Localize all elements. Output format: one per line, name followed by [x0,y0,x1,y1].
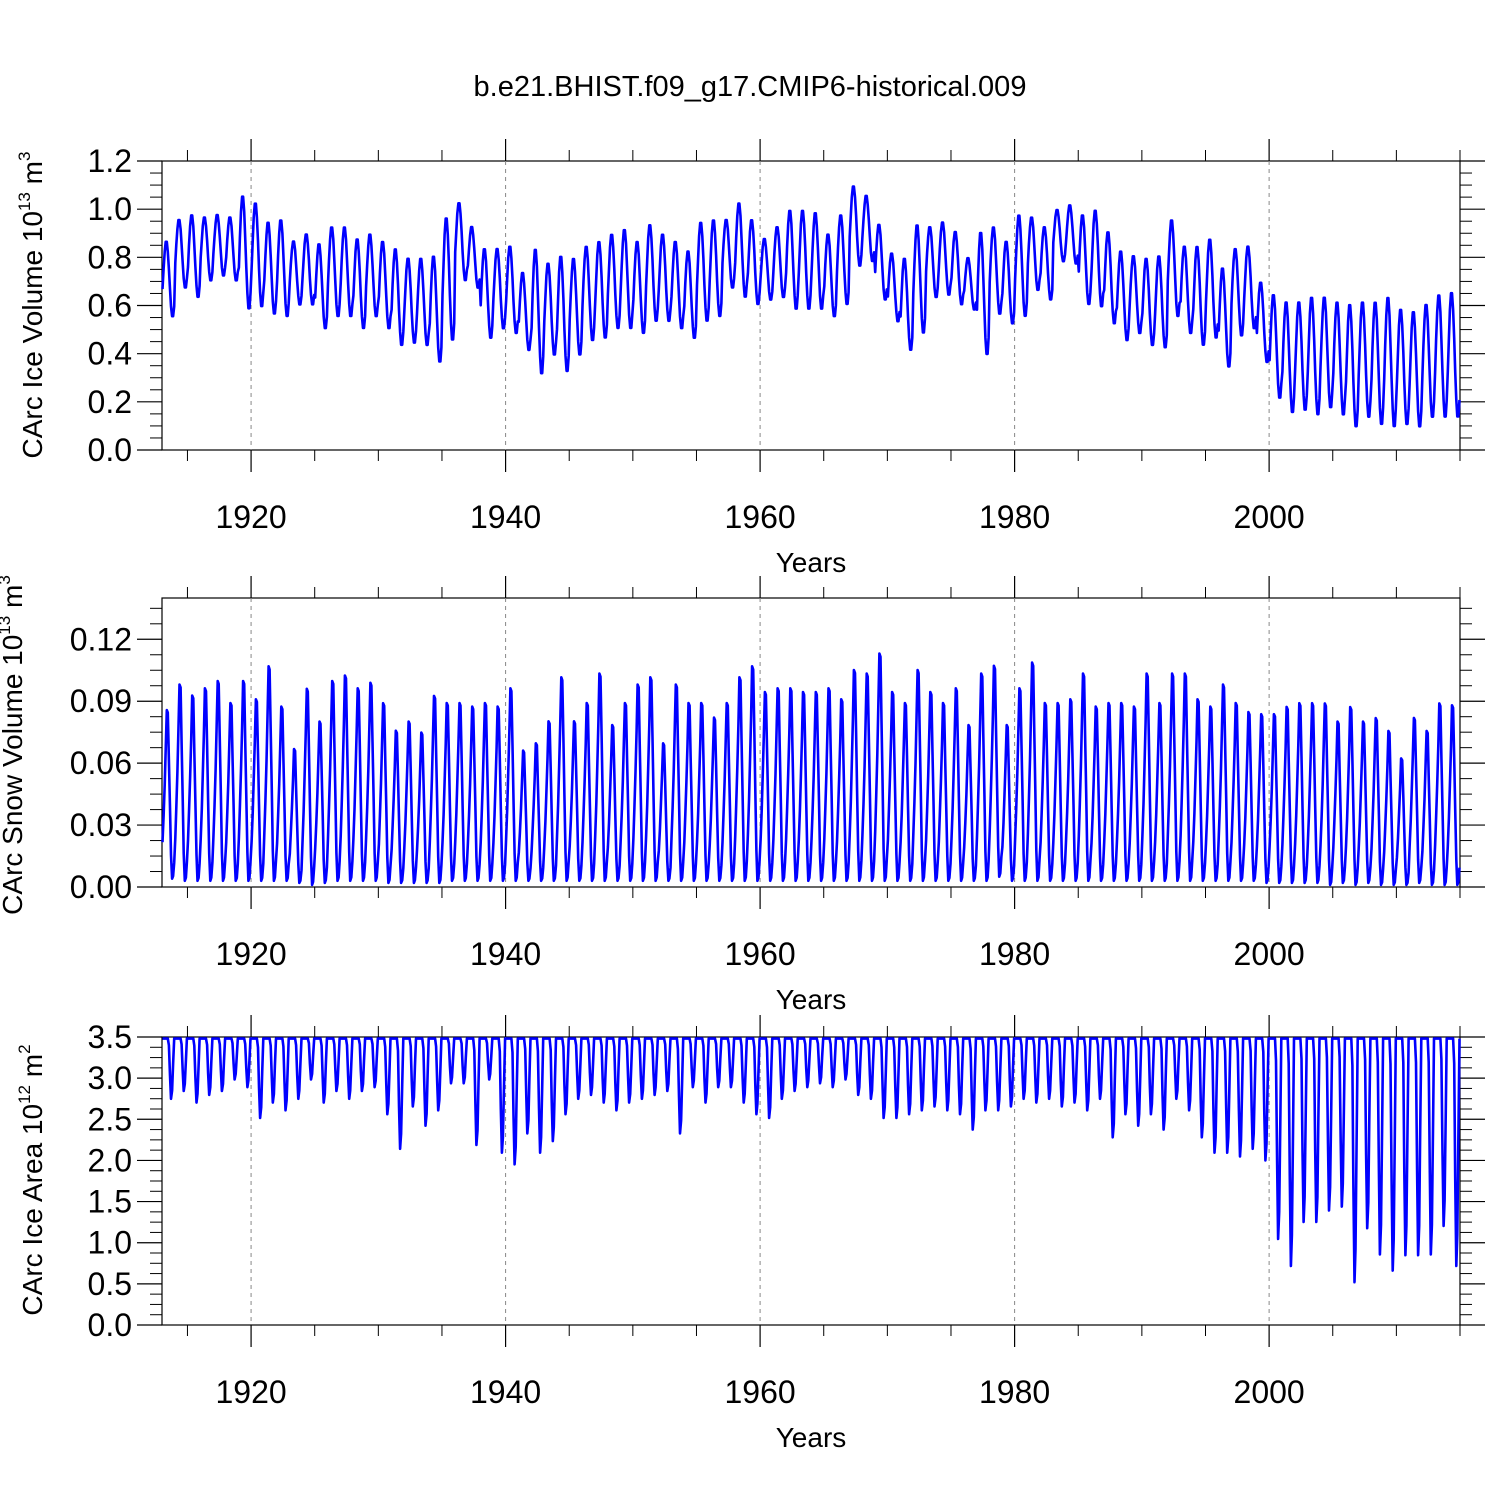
y-tick-label: 0.5 [88,1266,132,1302]
x-tick-labels: 1920 1940 1960 1980 2000 [215,499,1304,535]
x-tick-label: 1980 [979,1374,1050,1410]
y-tick-label: 0.0 [88,1307,132,1343]
x-tick-label: 1940 [470,1374,541,1410]
panel-ice-volume: 0.0 0.2 0.4 0.6 0.8 1.0 1.2 1920 1940 1960 1980 20… [15,139,1485,578]
y-tick-label: 0.09 [70,683,132,719]
x-tick-label: 1920 [215,936,286,972]
y-tick-label: 0.0 [88,432,132,468]
plot-frame [161,1036,1461,1326]
y-tick-label: 0.8 [88,239,132,275]
x-tick-label: 1960 [725,936,796,972]
y-tick-label: 1.5 [88,1184,132,1220]
figure-title: b.e21.BHIST.f09_g17.CMIP6-historical.009 [474,71,1027,103]
axis-ticks [137,576,1485,909]
y-axis-label: CArc Ice Volume 1013 m3 [15,152,48,459]
y-tick-labels: 0.0 0.5 1.0 1.5 2.0 2.5 3.0 3.5 [88,1019,132,1343]
x-tick-label: 1960 [725,1374,796,1410]
axis-ticks [137,1015,1485,1347]
x-axis-label: Years [776,1422,847,1453]
x-tick-label: 2000 [1234,936,1305,972]
y-tick-label: 0.03 [70,807,132,843]
series-line-ice-area [162,1037,1461,1284]
x-axis-label: Years [776,984,847,1015]
y-tick-label: 0.12 [70,621,132,657]
axis-ticks [137,139,1485,472]
x-tick-labels: 1920 1940 1960 1980 2000 [215,936,1304,972]
y-tick-label: 0.06 [70,745,132,781]
series-line-ice-volume [161,185,1461,428]
x-tick-label: 2000 [1234,499,1305,535]
x-tick-label: 1960 [725,499,796,535]
y-axis-label: CArc Ice Area 1012 m2 [15,1044,48,1315]
y-tick-label: 0.4 [88,336,132,372]
panel-ice-area: 0.0 0.5 1.0 1.5 2.0 2.5 3.0 3.5 1920 1940 1960 198… [15,1015,1485,1453]
x-tick-label: 1920 [215,1374,286,1410]
x-grid [250,161,1270,450]
y-tick-label: 2.0 [88,1142,132,1178]
y-tick-label: 3.5 [88,1019,132,1055]
y-tick-label: 3.0 [88,1060,132,1096]
y-tick-labels: 0.0 0.2 0.4 0.6 0.8 1.0 1.2 [88,143,132,468]
x-tick-label: 1940 [470,936,541,972]
x-tick-label: 1920 [215,499,286,535]
x-tick-label: 2000 [1234,1374,1305,1410]
y-tick-label: 1.0 [88,191,132,227]
x-grid [250,1037,1270,1325]
x-axis-label: Years [776,547,847,578]
x-tick-label: 1980 [979,499,1050,535]
y-axis-label: CArc Snow Volume 1013 m3 [0,575,28,915]
x-tick-label: 1980 [979,936,1050,972]
plot-frame [161,160,1461,451]
x-tick-label: 1940 [470,499,541,535]
series-line-snow-volume [161,652,1461,887]
y-tick-label: 1.0 [88,1225,132,1261]
x-tick-labels: 1920 1940 1960 1980 2000 [215,1374,1304,1410]
panel-snow-volume: 0.00 0.03 0.06 0.09 0.12 1920 1940 1960 1980 200… [0,575,1485,1015]
y-tick-label: 1.2 [88,143,132,179]
y-tick-labels: 0.00 0.03 0.06 0.09 0.12 [70,621,132,905]
y-tick-label: 0.6 [88,288,132,324]
y-tick-label: 0.2 [88,384,132,420]
y-tick-label: 0.00 [70,869,132,905]
y-tick-label: 2.5 [88,1101,132,1137]
plot-frame [161,597,1461,888]
